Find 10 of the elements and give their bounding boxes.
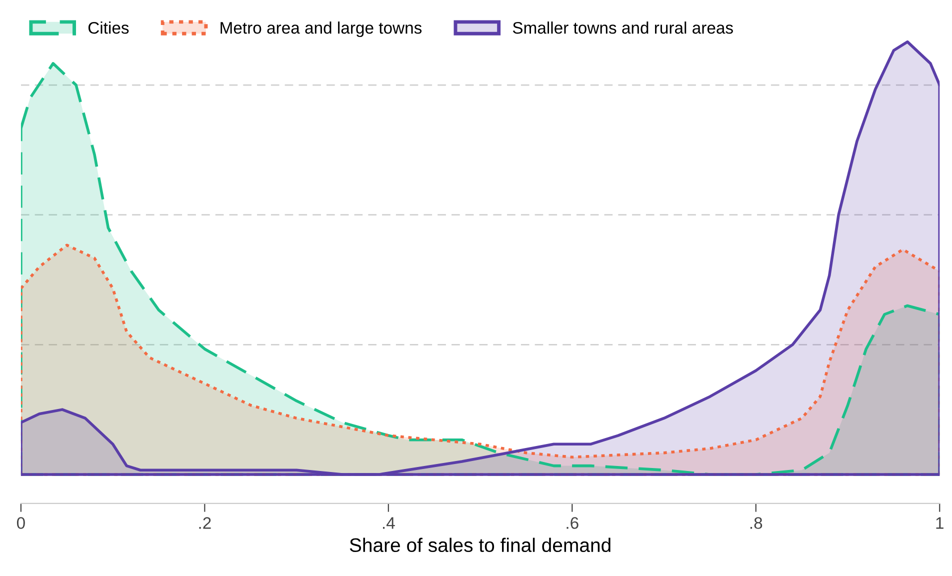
legend-label: Smaller towns and rural areas: [512, 22, 733, 34]
x-axis-title: Share of sales to final demand: [350, 538, 610, 552]
legend-label: Metro area and large towns: [220, 22, 422, 38]
x-tick-label: .2: [199, 517, 211, 529]
x-tick-label: .4: [382, 517, 395, 529]
x-tick-label: .6: [566, 517, 578, 529]
x-tick-label: .8: [750, 517, 762, 529]
x-tick-label: 0: [16, 517, 25, 529]
x-tick-label: 1: [936, 517, 944, 529]
legend-label: Cities: [88, 22, 129, 34]
